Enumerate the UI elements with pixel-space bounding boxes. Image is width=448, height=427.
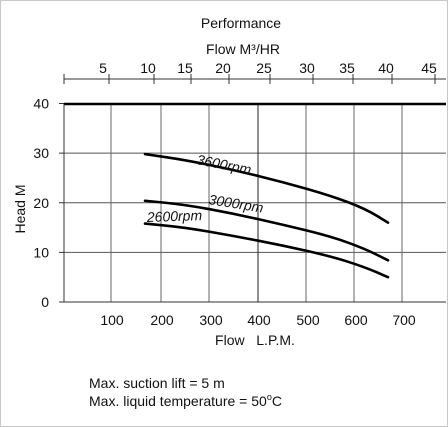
top-tick-label: 40 bbox=[378, 60, 394, 76]
y-tick-label: 40 bbox=[33, 96, 49, 112]
x-tick-label: 300 bbox=[199, 312, 223, 328]
chart-title: Performance bbox=[201, 15, 281, 31]
y-tick-label: 30 bbox=[33, 145, 49, 161]
top-tick-label: 45 bbox=[421, 60, 437, 76]
x-axis-ticks: 100 200 300 400 500 600 700 bbox=[100, 312, 416, 328]
top-tick-label: 15 bbox=[177, 60, 193, 76]
note-temperature-unit: C bbox=[272, 393, 282, 409]
y-tick-label: 20 bbox=[33, 195, 49, 211]
x-tick-label: 400 bbox=[247, 312, 271, 328]
note-suction-lift: Max. suction lift = 5 m bbox=[89, 375, 225, 391]
x-tick-label: 500 bbox=[296, 312, 320, 328]
note-degree-symbol: o bbox=[267, 392, 272, 402]
note-liquid-temperature: Max. liquid temperature = 50oC bbox=[89, 392, 282, 409]
top-tick-label: 30 bbox=[299, 60, 315, 76]
y-tick-label: 0 bbox=[41, 294, 49, 310]
series-label-2600rpm: 2600rpm bbox=[146, 207, 203, 225]
top-axis-label: Flow M³/HR bbox=[206, 41, 280, 57]
top-tick-label: 5 bbox=[99, 60, 107, 76]
top-tick-label: 25 bbox=[256, 60, 272, 76]
top-tick-label: 20 bbox=[215, 60, 231, 76]
x-tick-label: 200 bbox=[150, 312, 174, 328]
top-tick-label: 35 bbox=[339, 60, 355, 76]
note-liquid-temperature-text: Max. liquid temperature = 50 bbox=[89, 393, 267, 409]
y-tick-label: 10 bbox=[33, 244, 49, 260]
x-tick-label: 100 bbox=[100, 312, 124, 328]
y-axis-label: Head M bbox=[12, 184, 28, 233]
series-line-3600rpm bbox=[143, 152, 390, 224]
series-line-2600rpm bbox=[143, 222, 390, 279]
y-axis-ticks: 0 10 20 30 40 bbox=[33, 96, 64, 310]
x-tick-label: 600 bbox=[344, 312, 368, 328]
top-tick-label: 10 bbox=[140, 60, 156, 76]
series-line-3000rpm bbox=[143, 199, 390, 262]
x-axis-label: Flow L.P.M. bbox=[215, 332, 295, 348]
top-axis-ticks: 5 10 15 20 25 30 35 40 45 bbox=[63, 60, 437, 84]
x-tick-label: 700 bbox=[392, 312, 416, 328]
